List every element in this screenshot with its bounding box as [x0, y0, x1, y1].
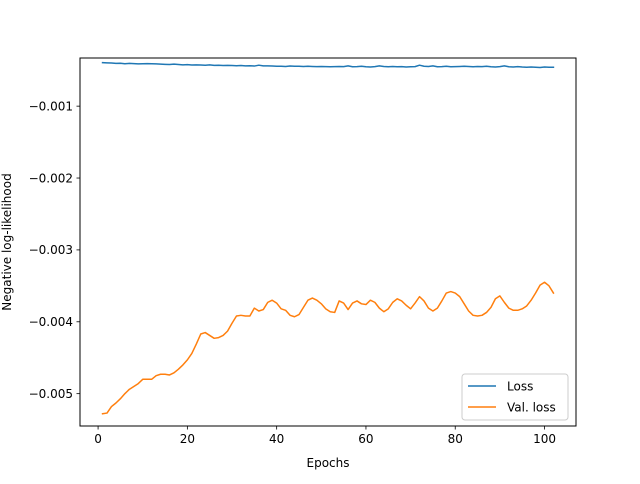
- axes-frame: [79, 57, 577, 427]
- y-axis-ticks: −0.005 −0.004 −0.003 −0.002 −0.001: [29, 99, 80, 401]
- y-tick-label: −0.004: [29, 315, 73, 329]
- plot-area: [101, 61, 555, 415]
- x-tick-label: 60: [358, 432, 373, 446]
- legend: Loss Val. loss: [461, 373, 569, 421]
- x-axis-ticks: 0 20 40 60 80 100: [94, 426, 556, 446]
- y-tick-label: −0.003: [29, 243, 73, 257]
- y-tick-label: −0.001: [29, 99, 73, 113]
- y-axis-label: Negative log-likelihood: [0, 173, 14, 310]
- x-tick-label: 40: [269, 432, 284, 446]
- y-tick-label: −0.005: [29, 387, 73, 401]
- series-line-val-loss: [101, 281, 555, 415]
- legend-label-val-loss: Val. loss: [507, 401, 556, 415]
- legend-label-loss: Loss: [507, 380, 533, 394]
- x-tick-label: 100: [533, 432, 556, 446]
- x-tick-label: 20: [180, 432, 195, 446]
- y-tick-label: −0.002: [29, 171, 73, 185]
- x-tick-label: 80: [448, 432, 463, 446]
- x-axis-label: Epochs: [307, 456, 350, 470]
- series-line-loss: [101, 61, 555, 69]
- x-tick-label: 0: [94, 432, 102, 446]
